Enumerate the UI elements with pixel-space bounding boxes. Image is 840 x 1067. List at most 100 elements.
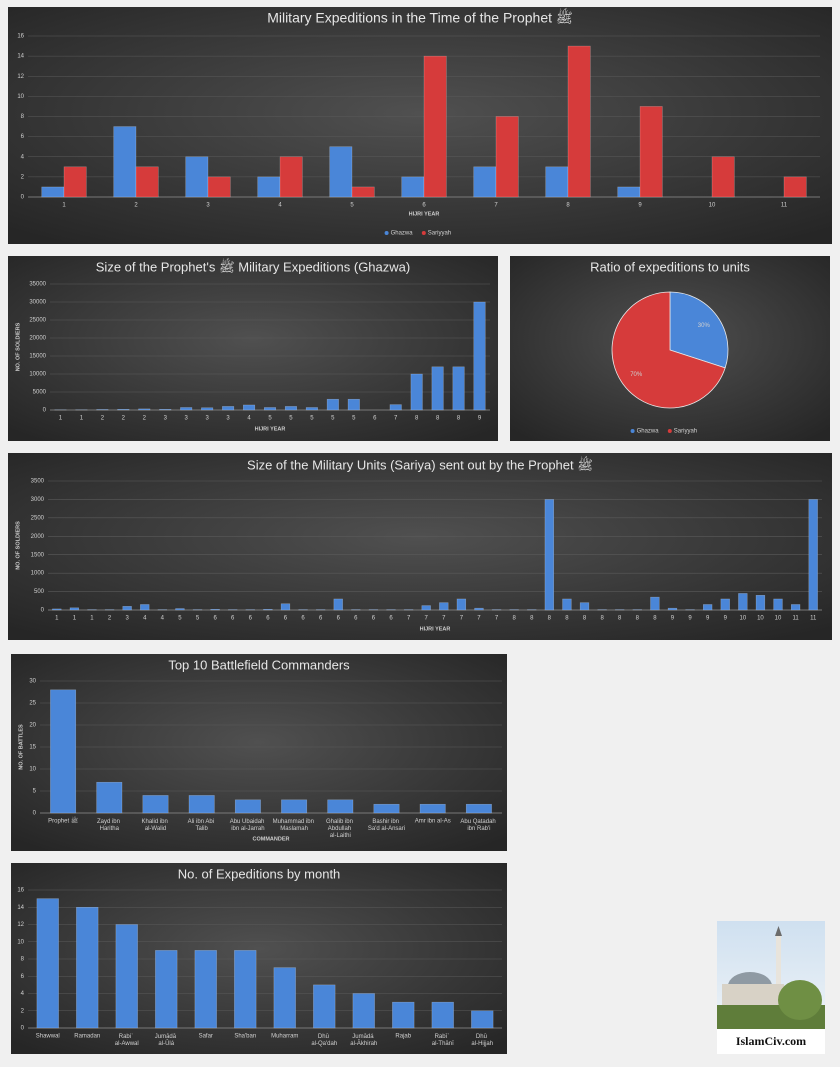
bar bbox=[544, 499, 554, 611]
x-tick-label: 8 bbox=[566, 203, 570, 209]
legend-swatch bbox=[384, 231, 389, 235]
bar bbox=[783, 176, 807, 198]
label-line: Maslamah bbox=[280, 826, 308, 832]
x-tick-label: 1 bbox=[55, 616, 59, 622]
x-tick-label: Rajab bbox=[395, 1034, 411, 1040]
y-tick-label: 6 bbox=[21, 974, 25, 980]
y-axis-title: NO. OF SOLDIERS bbox=[15, 521, 21, 570]
y-tick-label: 10 bbox=[17, 94, 24, 100]
x-tick-label: 8 bbox=[512, 616, 516, 622]
x-tick-label: 3 bbox=[206, 203, 210, 209]
y-tick-label: 0 bbox=[21, 195, 25, 201]
y-tick-label: 1500 bbox=[31, 552, 45, 558]
x-tick-label: 7 bbox=[407, 616, 411, 622]
y-tick-label: 2500 bbox=[31, 515, 45, 521]
bar bbox=[423, 55, 447, 198]
tree bbox=[778, 980, 822, 1020]
bar bbox=[36, 898, 59, 1029]
bar bbox=[281, 799, 308, 814]
bar bbox=[755, 595, 766, 611]
bar bbox=[465, 803, 492, 814]
label-line: Muhammad ibn bbox=[273, 819, 316, 825]
bar bbox=[389, 404, 402, 411]
y-tick-label: 5 bbox=[33, 789, 37, 795]
x-tick-label: 6 bbox=[372, 616, 376, 622]
x-tick-label: 5 bbox=[289, 416, 293, 422]
bar bbox=[495, 116, 519, 198]
x-tick-label: Khalid ibn al-Walid bbox=[141, 819, 169, 832]
label-line: Abu Qatadah bbox=[460, 819, 497, 825]
x-tick-label: Jumādā al-Ūlá bbox=[155, 1034, 178, 1047]
x-tick-label: 6 bbox=[389, 616, 393, 622]
x-tick-label: Rabiʿ al-Awwal bbox=[115, 1033, 139, 1047]
bar bbox=[392, 1001, 415, 1029]
x-tick-label: Ghalib ibn Abdullah al-Laithi bbox=[326, 819, 355, 839]
x-tick-label: 6 bbox=[354, 616, 358, 622]
x-tick-label: 1 bbox=[62, 203, 66, 209]
bar bbox=[207, 176, 231, 198]
y-tick-label: 30 bbox=[29, 679, 36, 685]
legend-swatch bbox=[421, 231, 426, 235]
x-tick-label: 9 bbox=[478, 416, 482, 422]
bar bbox=[703, 604, 713, 611]
bar bbox=[243, 404, 256, 411]
bar bbox=[313, 984, 336, 1029]
chart-panel: Top 10 Battlefield Commanders 0 5 10 15 20 25 3… bbox=[11, 654, 507, 851]
legend-swatch bbox=[667, 429, 672, 433]
x-tick-label: 8 bbox=[653, 616, 657, 622]
x-tick-label: 9 bbox=[638, 203, 642, 209]
logo: IslamCiv.com bbox=[717, 921, 825, 1054]
bar bbox=[69, 607, 80, 611]
x-tick-label: Muharram bbox=[271, 1034, 298, 1040]
x-tick-label: Dhū al-Hijjah bbox=[471, 1034, 493, 1047]
x-tick-label: Prophet ﷺ bbox=[48, 816, 78, 825]
pie-slice bbox=[611, 291, 726, 409]
x-tick-label: 6 bbox=[249, 616, 253, 622]
x-tick-label: Safar bbox=[199, 1034, 213, 1040]
bar bbox=[421, 605, 431, 611]
y-tick-label: 16 bbox=[17, 888, 24, 894]
label-line: al-Laithi bbox=[330, 833, 351, 839]
bar bbox=[142, 795, 169, 814]
label-line: Ghalib ibn bbox=[326, 819, 355, 825]
x-tick-label: Shawwal bbox=[36, 1034, 60, 1040]
bar bbox=[808, 499, 818, 611]
y-tick-label: 2 bbox=[21, 174, 25, 180]
bar bbox=[50, 689, 77, 814]
y-tick-label: 0 bbox=[33, 811, 37, 817]
y-tick-label: 4 bbox=[21, 991, 25, 997]
x-tick-label: 7 bbox=[394, 416, 398, 422]
y-tick-label: 5000 bbox=[33, 390, 47, 396]
bar bbox=[180, 407, 193, 411]
label-line: Dhū bbox=[318, 1034, 331, 1040]
bar bbox=[738, 593, 748, 611]
x-tick-label: 5 bbox=[352, 416, 356, 422]
x-tick-label: 8 bbox=[548, 616, 552, 622]
bar bbox=[159, 409, 172, 411]
bar bbox=[650, 596, 660, 611]
bar bbox=[280, 603, 291, 611]
y-tick-label: 0 bbox=[21, 1026, 25, 1032]
x-tick-label: 6 bbox=[231, 616, 235, 622]
x-tick-label: 1 bbox=[80, 416, 84, 422]
x-tick-label: 7 bbox=[494, 203, 498, 209]
x-tick-label: 8 bbox=[415, 416, 419, 422]
x-tick-label: 6 bbox=[284, 616, 288, 622]
x-tick-label: 8 bbox=[636, 616, 640, 622]
y-tick-label: 3000 bbox=[31, 497, 45, 503]
y-tick-label: 35000 bbox=[29, 282, 46, 288]
y-tick-label: 0 bbox=[41, 608, 45, 614]
bar bbox=[138, 408, 151, 411]
bar bbox=[333, 598, 343, 611]
x-tick-label: 6 bbox=[266, 616, 270, 622]
chart-panel: No. of Expeditions by month 0 2 4 6 8 10 12 14 16… bbox=[11, 863, 507, 1054]
bar bbox=[773, 598, 783, 611]
y-tick-label: 8 bbox=[21, 957, 25, 963]
bar bbox=[279, 156, 303, 198]
bar bbox=[263, 609, 273, 611]
x-tick-label: 6 bbox=[213, 616, 217, 622]
x-tick-label: Abu Ubaidah ibn al-Jarrah bbox=[230, 819, 266, 832]
y-tick-label: 15 bbox=[29, 745, 36, 751]
chart-panel: Size of the Military Units (Sariya) sent… bbox=[8, 453, 832, 640]
x-tick-label: 8 bbox=[457, 416, 461, 422]
